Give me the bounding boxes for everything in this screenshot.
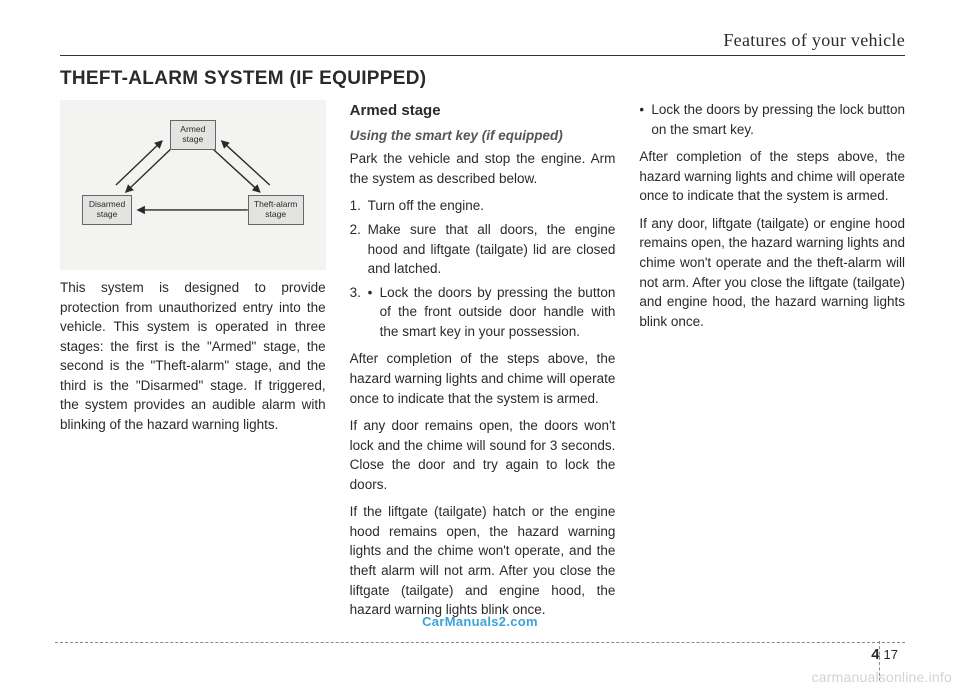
diagram-box-armed: Armed stage [170, 120, 216, 150]
section-title: THEFT-ALARM SYSTEM (IF EQUIPPED) [60, 68, 905, 90]
step-1-num: 1. [350, 196, 368, 216]
diagram-box-theft: Theft-alarm stage [248, 195, 304, 225]
disarmed-label-2: stage [97, 210, 118, 220]
manual-page: Features of your vehicle THEFT-ALARM SYS… [0, 0, 960, 689]
step-1: 1. Turn off the engine. [350, 196, 616, 216]
steps-list: 1. Turn off the engine. 2. Make sure tha… [350, 196, 616, 341]
col2-p1: Park the vehicle and stop the engine. Ar… [350, 149, 616, 188]
step-1-text: Turn off the engine. [368, 196, 616, 216]
footer-divider [55, 642, 905, 643]
col3-b1: Lock the doors by pressing the lock butt… [651, 100, 905, 139]
step-3-bullet: • [368, 283, 380, 342]
armed-stage-heading: Armed stage [350, 100, 616, 122]
col2-p3: If any door remains open, the doors won'… [350, 416, 616, 494]
step-3-text: Lock the doors by pressing the button of… [380, 283, 616, 342]
col2-p4: If the liftgate (tailgate) hatch or the … [350, 502, 616, 619]
step-3-wrap: • Lock the doors by pressing the button … [368, 283, 616, 342]
page-header: Features of your vehicle [60, 30, 905, 56]
col2-p2: After completion of the steps above, the… [350, 349, 616, 408]
col1-intro: This system is designed to provide prote… [60, 278, 326, 435]
col3-p2: If any door, liftgate (tailgate) or engi… [639, 214, 905, 331]
bullet-icon: • [639, 100, 651, 139]
step-3-num: 3. [350, 283, 368, 342]
smart-key-subheading: Using the smart key (if equipped) [350, 126, 616, 146]
column-2: Armed stage Using the smart key (if equi… [350, 100, 616, 628]
column-3: • Lock the doors by pressing the lock bu… [639, 100, 905, 628]
diagram-box-disarmed: Disarmed stage [82, 195, 132, 225]
col3-p1: After completion of the steps above, the… [639, 147, 905, 206]
watermark-carmanuals2: CarManuals2.com [422, 614, 538, 629]
step-2-text: Make sure that all doors, the engine hoo… [368, 220, 616, 279]
column-1: Armed stage Disarmed stage Theft-alarm s… [60, 100, 326, 628]
theft-label-2: stage [265, 210, 286, 220]
step-3: 3. • Lock the doors by pressing the butt… [350, 283, 616, 342]
chapter-title: Features of your vehicle [723, 30, 905, 51]
stage-diagram: Armed stage Disarmed stage Theft-alarm s… [60, 100, 326, 270]
content-columns: Armed stage Disarmed stage Theft-alarm s… [60, 100, 905, 628]
page-number: 4 17 [871, 646, 898, 663]
step-2-num: 2. [350, 220, 368, 279]
chapter-number: 4 [871, 646, 879, 663]
col3-bullet-item: • Lock the doors by pressing the lock bu… [639, 100, 905, 139]
step-2: 2. Make sure that all doors, the engine … [350, 220, 616, 279]
armed-label-2: stage [182, 135, 203, 145]
watermark-carmanualsonline: carmanualsonline.info [812, 669, 952, 685]
page-number-value: 17 [884, 647, 898, 662]
